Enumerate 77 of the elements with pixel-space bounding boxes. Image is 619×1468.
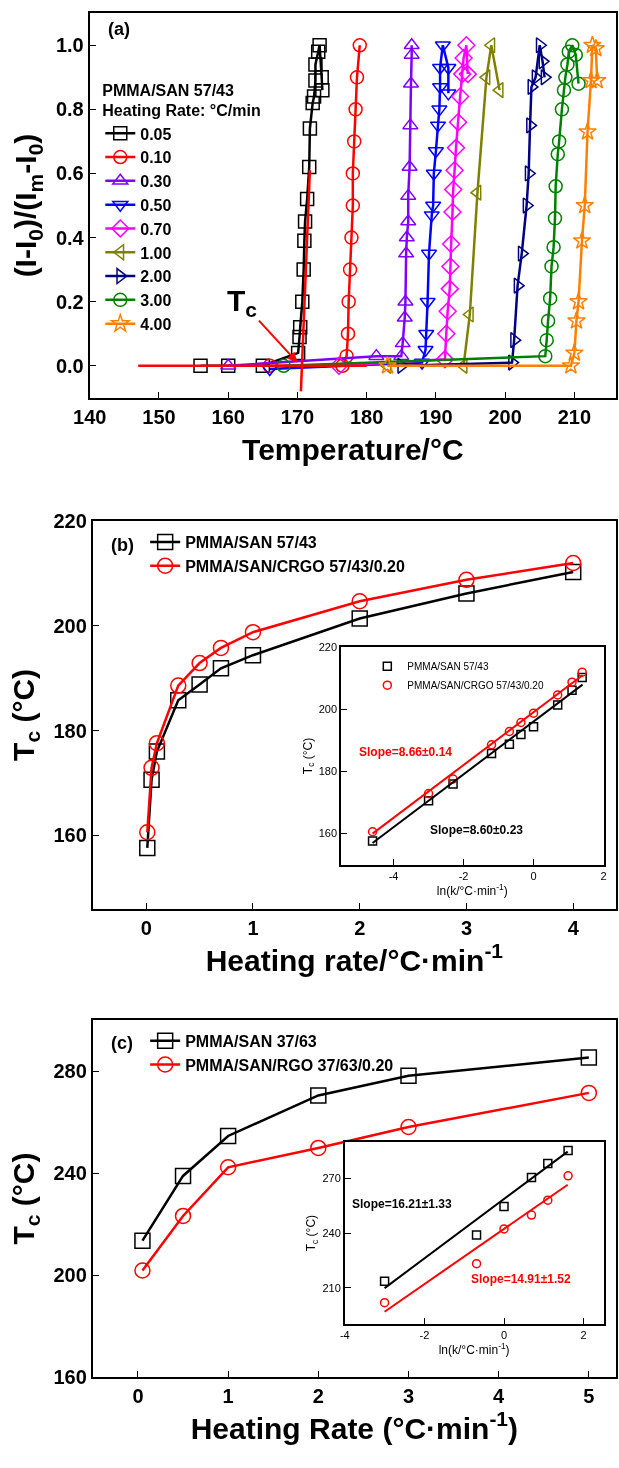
x-tick-label: 160 — [211, 405, 245, 428]
annotation: Slope=14.91±1.52 — [471, 1272, 571, 1286]
x-tick-label: 180 — [349, 405, 384, 428]
x-tick-label: 3 — [402, 1384, 415, 1407]
x-tick-label: 0 — [132, 1384, 144, 1407]
legend-label: 0.50 — [140, 196, 172, 214]
y-tick-label: 180 — [318, 765, 338, 778]
x-tick-label: -2 — [419, 1329, 430, 1342]
x-axis-title: ln(k/°C·min$^{-1}$) — [438, 1341, 510, 1358]
x-axis-title: Temperature/°C — [242, 432, 464, 466]
x-tick-label: 2 — [580, 1329, 587, 1342]
y-tick-label: 200 — [53, 1264, 87, 1287]
x-tick-label: 1 — [247, 916, 259, 939]
legend-label: PMMA/SAN/CRGO 57/43/0.20 — [407, 680, 544, 692]
legend-label: 0.10 — [140, 149, 172, 167]
legend-label: 0.70 — [140, 220, 172, 238]
legend-label: 2.00 — [140, 268, 172, 286]
legend-label: PMMA/SAN 57/43 — [407, 661, 489, 673]
x-tick-label: -4 — [339, 1329, 350, 1342]
x-tick-label: 170 — [280, 405, 315, 428]
x-tick-label: 210 — [557, 405, 592, 428]
legend-label: 1.00 — [140, 244, 172, 262]
y-tick-label: 270 — [322, 1172, 341, 1185]
legend-label: 0.05 — [140, 125, 172, 143]
legend-label: PMMA/SAN 57/43 — [185, 534, 317, 552]
y-tick-label: 1.0 — [55, 34, 84, 57]
x-tick-label: 0 — [140, 916, 152, 939]
x-tick-label: 190 — [419, 405, 453, 428]
x-tick-label: 4 — [567, 916, 580, 939]
y-tick-label: 0.4 — [55, 226, 85, 249]
annotation: (c) — [111, 1033, 133, 1053]
x-tick-label: 4 — [493, 1384, 506, 1407]
legend-label: PMMA/SAN/RGO 37/63/0.20 — [185, 1056, 394, 1074]
y-tick-label: 240 — [322, 1226, 341, 1239]
annotation: Slope=16.21±1.33 — [352, 1197, 452, 1211]
x-tick-label: 5 — [583, 1384, 595, 1407]
y-tick-label: 160 — [53, 824, 87, 847]
legend-label: PMMA/SAN/CRGO 57/43/0.20 — [185, 557, 405, 575]
x-tick-label: 0 — [500, 1329, 508, 1342]
y-tick-label: 210 — [322, 1281, 341, 1294]
annotation: T$_{c}$ — [227, 284, 258, 322]
legend-label: PMMA/SAN 37/63 — [185, 1032, 317, 1050]
legend-label: 3.00 — [140, 292, 172, 310]
y-tick-label: 160 — [318, 827, 338, 840]
x-axis-title: Heating Rate (°C·min$^{-1}$) — [190, 1407, 519, 1445]
y-tick-label: 200 — [53, 614, 87, 637]
y-tick-label: 0.0 — [55, 354, 84, 377]
y-tick-label: 160 — [53, 1365, 87, 1388]
x-tick-label: 140 — [73, 405, 107, 428]
x-tick-label: -4 — [388, 869, 399, 882]
y-tick-label: 220 — [53, 510, 87, 533]
y-tick-label: 0.2 — [55, 290, 84, 313]
x-tick-label: 150 — [142, 405, 176, 428]
annotation: (a) — [108, 19, 130, 39]
y-tick-label: 0.8 — [55, 98, 84, 121]
x-axis-title: Heating rate/°C·min$^{-1}$ — [205, 939, 504, 977]
annotation: (b) — [111, 535, 134, 555]
y-tick-label: 0.6 — [55, 162, 84, 185]
y-tick-label: 220 — [318, 641, 338, 654]
x-axis-title: ln(k/°C·min$^{-1}$) — [436, 881, 508, 898]
y-tick-label: 240 — [53, 1162, 87, 1185]
annotation: Slope=8.66±0.14 — [359, 745, 453, 759]
y-tick-label: 200 — [318, 703, 338, 716]
legend-label: 4.00 — [140, 315, 172, 333]
x-tick-label: 0 — [530, 869, 537, 882]
y-tick-label: 180 — [53, 719, 87, 742]
legend-title: PMMA/SAN 57/43 Heating Rate: °C/min — [102, 81, 261, 120]
x-tick-label: 2 — [600, 869, 607, 882]
x-tick-label: 1 — [222, 1384, 234, 1407]
legend-label: 0.30 — [140, 173, 172, 191]
y-tick-label: 280 — [53, 1060, 87, 1083]
x-tick-label: 2 — [354, 916, 366, 939]
annotation: Slope=8.60±0.23 — [430, 823, 524, 837]
x-tick-label: 3 — [460, 916, 473, 939]
x-tick-label: 200 — [488, 405, 522, 428]
x-tick-label: 2 — [312, 1384, 324, 1407]
x-tick-label: -2 — [458, 869, 469, 882]
